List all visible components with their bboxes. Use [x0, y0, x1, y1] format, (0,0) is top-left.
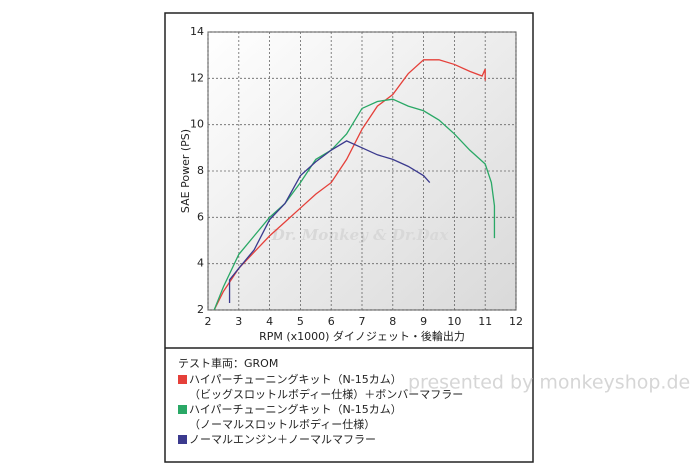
y-tick-label: 8: [197, 164, 204, 177]
x-tick-label: 12: [509, 315, 523, 328]
y-tick-label: 14: [190, 25, 204, 38]
x-tick-label: 2: [205, 315, 212, 328]
legend-swatch: [178, 375, 187, 384]
y-tick-label: 6: [197, 210, 204, 223]
x-tick-label: 8: [389, 315, 396, 328]
x-tick-label: 7: [359, 315, 366, 328]
y-axis-label: SAE Power (PS): [179, 129, 192, 213]
x-tick-label: 10: [447, 315, 461, 328]
y-tick-label: 10: [190, 118, 204, 131]
x-tick-label: 5: [297, 315, 304, 328]
legend-swatch: [178, 405, 187, 414]
legend-label: ハイパーチューニングキット（N-15カム）: [189, 372, 402, 386]
credit: presented by monkeyshop.de: [408, 372, 690, 394]
x-tick-label: 6: [328, 315, 335, 328]
legend-heading: テスト車両：GROM: [178, 356, 278, 370]
x-axis-label: RPM (x1000) ダイノジェット・後輪出力: [259, 329, 465, 343]
series-line: [228, 140, 431, 304]
legend-swatch: [178, 435, 187, 444]
x-tick-label: 4: [266, 315, 273, 328]
watermark: Dr. Monkey & Dr.Dax: [271, 226, 450, 244]
legend-note: （ビッグスロットルボディー仕様）＋ボンバーマフラー: [189, 387, 463, 401]
legend-label: ノーマルエンジン＋ノーマルマフラー: [189, 433, 376, 446]
series-line: [213, 59, 486, 311]
legend-label: ハイパーチューニングキット（N-15カム）: [189, 402, 402, 416]
y-tick-label: 4: [197, 257, 204, 270]
x-tick-label: 11: [478, 315, 492, 328]
x-tick-label: 3: [235, 315, 242, 328]
x-tick-label: 9: [420, 315, 427, 328]
series-line: [213, 98, 496, 311]
y-tick-label: 2: [197, 303, 204, 316]
legend-note: （ノーマルスロットルボディー仕様）: [189, 417, 375, 431]
y-tick-label: 12: [190, 71, 204, 84]
